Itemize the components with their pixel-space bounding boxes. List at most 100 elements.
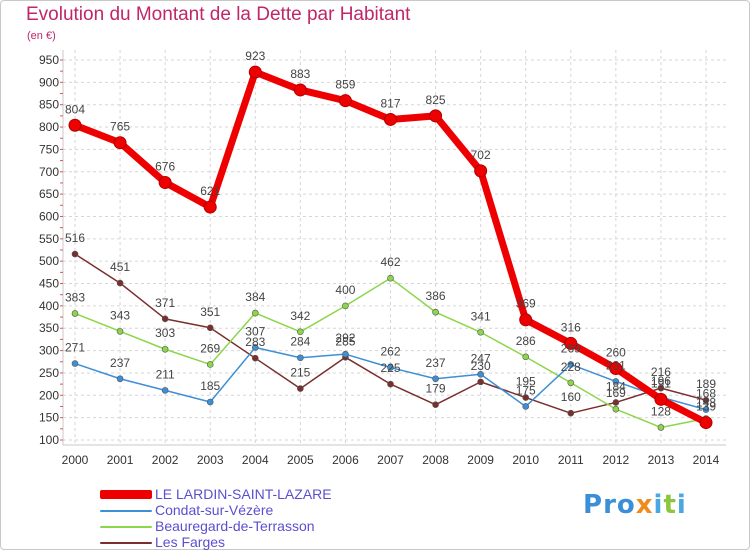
- data-label: 215: [290, 366, 310, 380]
- data-label: 284: [290, 335, 310, 349]
- data-label: 923: [245, 49, 265, 63]
- data-label: 269: [561, 341, 581, 355]
- data-label: 283: [245, 335, 265, 349]
- y-tick-label: 350: [39, 321, 59, 335]
- y-tick-label: 950: [39, 53, 59, 67]
- data-label: 371: [155, 296, 175, 310]
- x-tick-label: 2003: [197, 453, 224, 467]
- data-point: [68, 118, 82, 132]
- data-point: [612, 378, 620, 385]
- data-label: 825: [426, 93, 446, 107]
- legend-label: Condat-sur-Vézère: [155, 502, 274, 518]
- data-label: 883: [290, 67, 310, 81]
- axis-layer: 100 150 200 250 300 350 400 450 500 550 600 650 700 7…: [39, 50, 726, 467]
- data-label: 804: [65, 102, 85, 116]
- data-label: 702: [471, 148, 491, 162]
- y-tick-label: 650: [39, 187, 59, 201]
- y-tick-label: 750: [39, 142, 59, 156]
- data-point: [293, 83, 307, 97]
- data-point: [384, 112, 397, 126]
- data-point: [297, 385, 304, 392]
- legend-swatch: [100, 542, 152, 544]
- data-point: [567, 379, 575, 387]
- data-label: 343: [110, 308, 130, 322]
- data-point: [657, 384, 665, 392]
- logo-letter: t: [663, 490, 677, 520]
- data-point: [251, 309, 259, 317]
- data-point: [342, 302, 349, 310]
- data-point: [297, 354, 304, 362]
- data-point: [71, 310, 79, 317]
- logo-letter: P: [583, 490, 604, 520]
- data-label: 168: [696, 387, 716, 401]
- y-tick-label: 450: [39, 277, 59, 291]
- y-tick-label: 800: [39, 120, 59, 134]
- data-label: 247: [471, 351, 491, 365]
- x-tick-label: 2010: [512, 453, 539, 467]
- data-label: 269: [200, 341, 220, 355]
- data-point: [612, 399, 620, 406]
- data-point: [158, 175, 172, 189]
- y-tick-label: 600: [39, 209, 59, 223]
- data-label: 225: [380, 361, 400, 375]
- grid-layer: [63, 50, 726, 445]
- data-point: [338, 94, 352, 108]
- data-point: [519, 313, 533, 327]
- x-tick-label: 2014: [693, 453, 720, 467]
- data-point: [206, 324, 214, 332]
- data-point: [609, 361, 623, 375]
- data-point: [71, 250, 79, 258]
- data-point: [161, 387, 169, 394]
- y-tick-label: 500: [39, 254, 59, 268]
- x-tick-label: 2004: [242, 453, 269, 467]
- y-tick-label: 300: [39, 344, 59, 358]
- data-point: [657, 424, 665, 431]
- data-point: [474, 164, 488, 178]
- x-tick-label: 2008: [422, 453, 449, 467]
- data-point: [116, 328, 124, 335]
- data-label: 179: [426, 382, 446, 396]
- x-tick-label: 2002: [152, 453, 179, 467]
- data-label: 676: [155, 159, 175, 173]
- data-point: [432, 401, 439, 408]
- data-point: [699, 416, 713, 430]
- data-label: 817: [380, 96, 400, 110]
- data-point: [564, 336, 578, 350]
- data-point: [477, 370, 484, 378]
- data-label: 451: [110, 260, 130, 274]
- y-tick-label: 400: [39, 299, 59, 313]
- data-label: 228: [561, 360, 581, 374]
- data-label: 189: [696, 377, 716, 391]
- data-label: 139: [696, 400, 716, 414]
- legend-label: LE LARDIN-SAINT-LAZARE: [155, 486, 332, 502]
- data-label: 271: [65, 341, 85, 355]
- data-label: 237: [426, 356, 446, 370]
- data-point: [477, 378, 484, 386]
- chart-title: Evolution du Montant de la Dette par Hab…: [26, 4, 411, 25]
- x-tick-label: 2001: [107, 453, 134, 467]
- data-point: [206, 398, 214, 406]
- data-point: [116, 279, 124, 287]
- data-point: [522, 403, 530, 410]
- y-tick-label: 550: [39, 232, 59, 246]
- data-point: [161, 315, 169, 323]
- data-point: [248, 65, 262, 79]
- data-label: 128: [651, 404, 671, 418]
- y-tick-label: 100: [39, 433, 59, 447]
- data-label: 384: [245, 290, 265, 304]
- data-label: 160: [561, 390, 581, 404]
- logo-letter: i: [653, 490, 664, 520]
- data-label: 175: [516, 383, 536, 397]
- data-label: 230: [471, 359, 491, 373]
- data-point: [251, 344, 259, 351]
- data-label: 383: [65, 290, 85, 304]
- data-label: 765: [110, 120, 130, 134]
- data-point: [432, 375, 439, 383]
- data-label: 307: [245, 324, 265, 338]
- data-point: [429, 109, 443, 123]
- data-point: [477, 328, 484, 336]
- data-label: 184: [606, 379, 626, 393]
- data-label: 196: [651, 374, 671, 388]
